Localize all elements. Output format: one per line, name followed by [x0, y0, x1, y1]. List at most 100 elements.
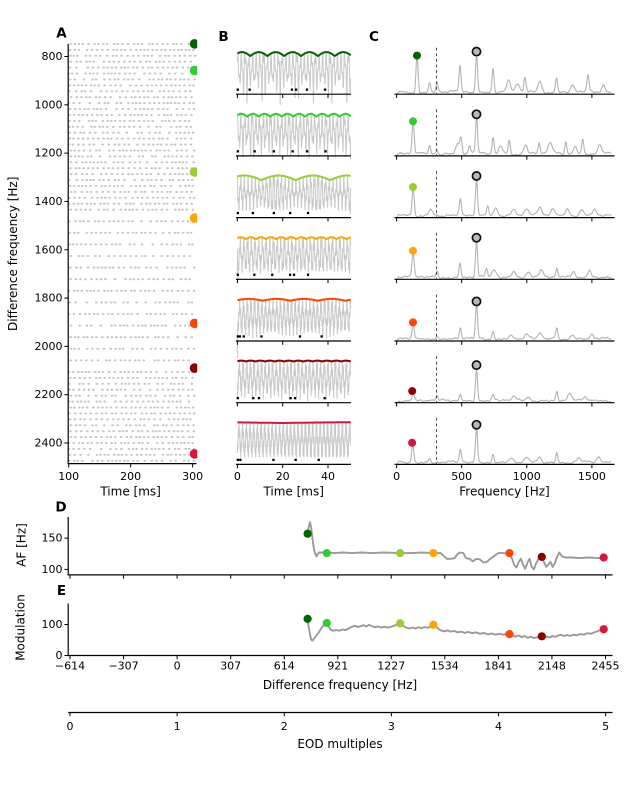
raster-dot: [148, 102, 152, 105]
raster-dot: [178, 394, 182, 397]
raster-dot: [172, 430, 176, 433]
raster-dot: [77, 441, 81, 445]
spike-dot: [291, 150, 294, 153]
raster-dot: [183, 60, 187, 63]
raster-dot: [112, 131, 115, 134]
raster-dot: [164, 119, 167, 122]
raster-dot: [147, 418, 151, 421]
spike-dots: [236, 397, 326, 400]
panel-c-letter: C: [369, 29, 379, 45]
raster-dot: [72, 184, 76, 188]
raster-dot: [171, 388, 175, 391]
raster-dot: [167, 119, 171, 122]
raster-dot: [99, 231, 103, 234]
raster-dot: [138, 388, 142, 391]
raster-dot: [103, 400, 107, 403]
raster-dot: [155, 441, 159, 445]
spike-dot: [248, 88, 251, 91]
panel-e-xtick-label: 921: [327, 660, 348, 673]
raster-dot: [69, 60, 73, 63]
raster-dot: [148, 388, 152, 391]
raster-dot: [71, 243, 75, 246]
raster-dot: [79, 418, 82, 421]
raster-dot: [139, 418, 143, 421]
raster-dot: [136, 430, 140, 433]
raster-dot: [96, 347, 100, 350]
raster-dot: [178, 84, 181, 87]
raster-dot: [185, 173, 189, 176]
raster-dot: [128, 202, 132, 205]
raster-dot: [155, 42, 159, 45]
raster-dot: [163, 184, 167, 188]
af-peak-marker: [408, 438, 417, 447]
raster-dot: [101, 131, 105, 134]
raster-dot: [123, 66, 127, 69]
raster-dot: [161, 424, 165, 427]
raster-dot: [118, 459, 122, 462]
raster-dot: [142, 107, 146, 111]
raster-dot: [150, 179, 153, 182]
raster-dot: [69, 149, 73, 152]
raster-dot: [132, 382, 136, 385]
raster-dot: [187, 359, 190, 362]
raster-dot: [131, 102, 135, 105]
raster-dot: [116, 184, 120, 188]
raster-dot: [89, 243, 93, 246]
raster-dot: [104, 184, 107, 188]
raster-dot: [164, 370, 168, 374]
raster-dot: [77, 347, 81, 350]
raster-dot: [129, 436, 133, 439]
raster-dot: [117, 143, 121, 146]
raster-dot: [133, 113, 136, 117]
raster-dot: [175, 441, 179, 445]
raster-dot: [68, 388, 71, 391]
panel-d-ytick-label: 150: [42, 532, 63, 545]
raster-dot: [85, 430, 89, 433]
raster-dot: [143, 48, 146, 51]
raster-dot: [170, 96, 174, 99]
raster-dot: [145, 376, 148, 379]
raster-dot: [145, 312, 149, 316]
raster-dot: [117, 131, 120, 134]
raster-dot: [183, 266, 187, 269]
raster-dot: [113, 72, 117, 75]
raster-dot: [79, 453, 83, 456]
raster-dot: [138, 125, 142, 128]
modulation-data-point: [396, 619, 405, 628]
raster-dot: [146, 196, 149, 199]
raster-dot: [94, 184, 98, 188]
raster-dot: [89, 436, 92, 439]
raster-dot: [85, 60, 88, 63]
raster-dot: [99, 278, 103, 281]
raster-dot: [127, 173, 130, 176]
spike-dot: [289, 273, 292, 276]
raster-dot: [147, 208, 150, 211]
raster-dot: [112, 48, 115, 51]
raster-dot: [127, 220, 130, 223]
raster-dot: [141, 347, 144, 350]
raster-dot: [92, 312, 96, 316]
row-marker: [189, 39, 198, 49]
af-data-point: [429, 549, 438, 558]
raster-dot: [143, 96, 146, 99]
raster-dot: [78, 102, 81, 105]
raster-dot: [147, 400, 151, 403]
raster-dot: [160, 179, 163, 182]
raster-dot: [177, 447, 181, 450]
raster-dot: [77, 184, 81, 188]
raster-dot: [167, 54, 171, 57]
raster-dot: [152, 278, 155, 281]
modulation-data-point: [303, 614, 312, 624]
raster-dot: [140, 131, 143, 134]
af-peak-marker: [408, 387, 417, 396]
raster-dot: [68, 113, 71, 117]
spike-dot: [323, 88, 327, 91]
raster-dot: [84, 278, 87, 281]
raster-dot: [119, 66, 123, 69]
raster-dot: [188, 90, 192, 93]
raster-dot: [113, 436, 117, 439]
raster-dot: [69, 54, 72, 57]
af-peak-marker: [409, 183, 417, 191]
raster-dot: [135, 231, 138, 234]
raster-dot: [78, 394, 82, 397]
